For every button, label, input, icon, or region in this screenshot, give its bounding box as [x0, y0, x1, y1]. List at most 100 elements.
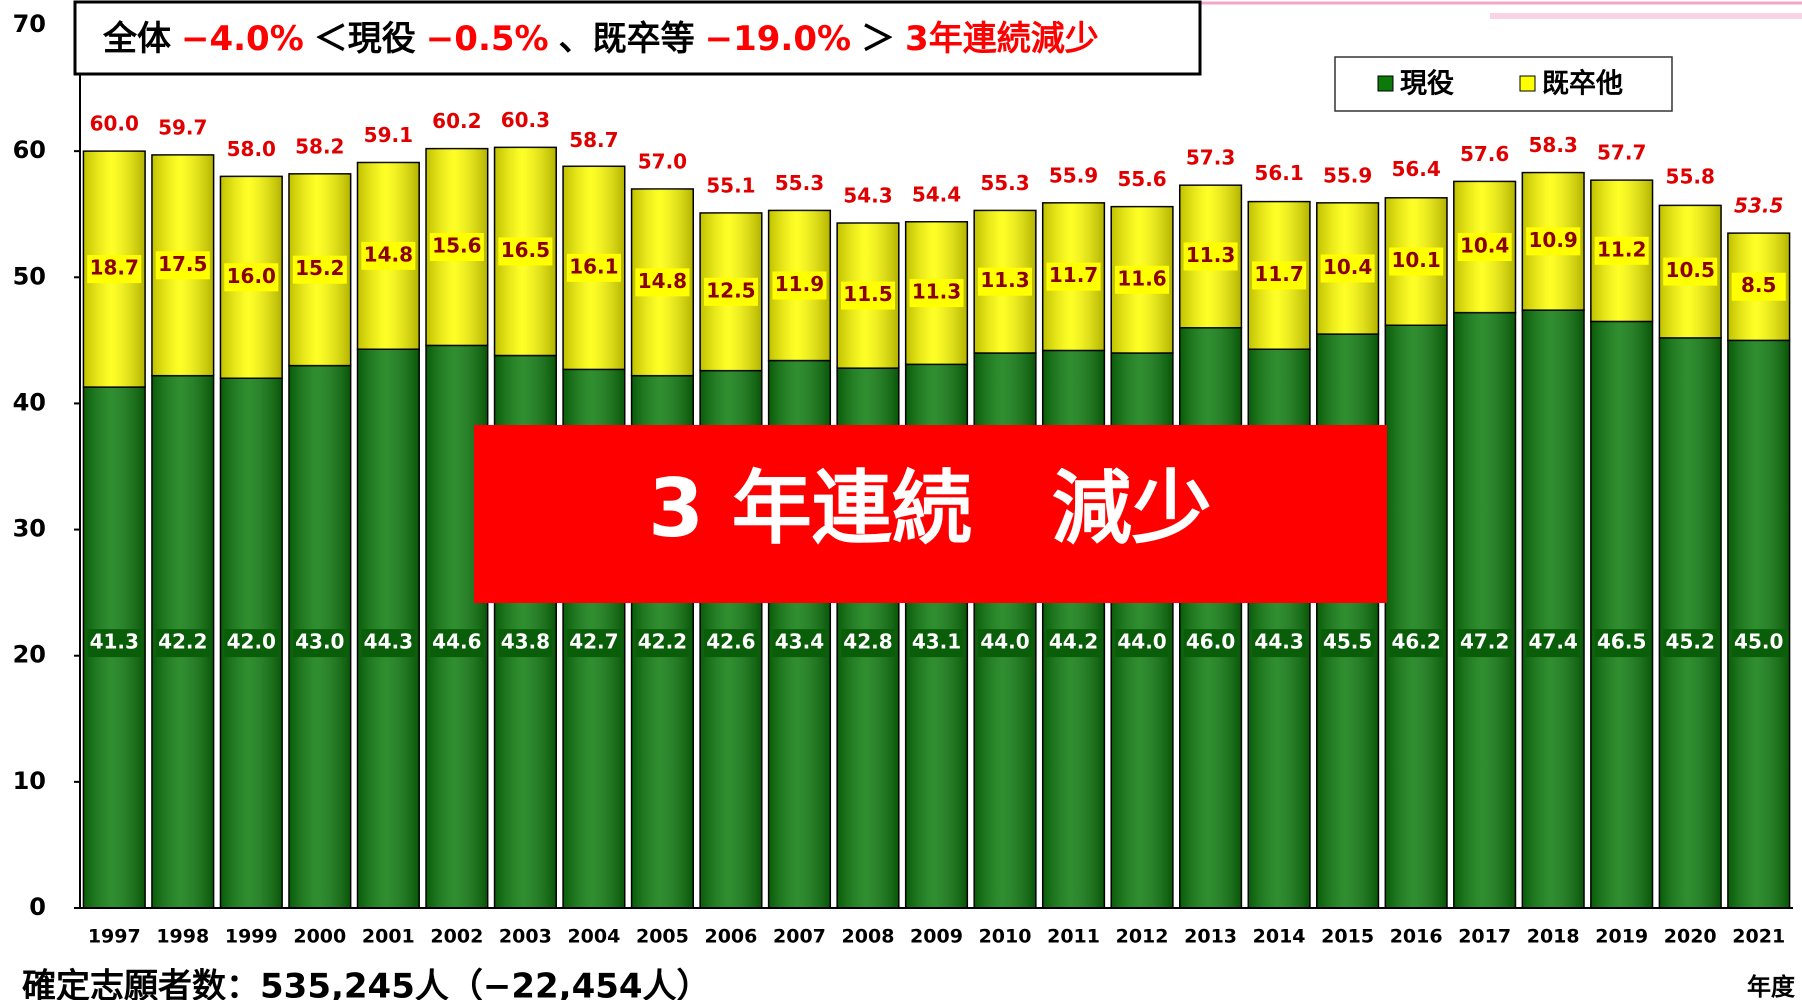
total-label: 57.0 [638, 149, 687, 173]
value-label-box [1663, 629, 1718, 658]
title-segment: ＜現役 [314, 19, 416, 59]
y-tick-label: 70 [13, 10, 46, 38]
footnote: 確定志願者数：535,245人（−22,454人） [22, 967, 711, 1000]
total-label: 57.6 [1460, 142, 1509, 166]
value-label: 45.5 [1323, 630, 1372, 654]
value-label-box [87, 629, 142, 658]
value-label-box [361, 629, 416, 658]
total-label: 53.5 [1734, 194, 1783, 218]
value-label: 44.0 [980, 630, 1029, 654]
value-label: 46.5 [1597, 630, 1646, 654]
value-label-box [1731, 272, 1786, 301]
x-tick-label: 2004 [567, 926, 620, 948]
value-label: 15.2 [295, 256, 344, 280]
title-box [73, 0, 1202, 76]
value-label: 44.3 [1254, 630, 1303, 654]
title-segment: −4.0% [181, 19, 304, 59]
value-label-box [978, 267, 1033, 296]
value-label: 10.9 [1529, 228, 1578, 252]
total-label: 55.9 [1323, 163, 1372, 187]
value-label: 10.4 [1460, 234, 1509, 258]
bar-segment [1384, 324, 1448, 909]
total-label: 57.7 [1597, 141, 1646, 165]
y-tick-label: 40 [13, 388, 46, 416]
total-label: 56.1 [1254, 161, 1303, 185]
total-label: 54.4 [912, 182, 961, 206]
legend-swatch [1377, 75, 1394, 92]
value-label: 11.9 [775, 272, 824, 296]
value-label: 47.2 [1460, 630, 1509, 654]
value-label: 44.2 [1049, 630, 1098, 654]
total-label: 55.1 [706, 173, 755, 197]
value-label: 43.8 [501, 630, 550, 654]
x-tick-label: 2011 [1047, 926, 1100, 948]
x-unit: 年度 [1747, 973, 1796, 1000]
title-segment: 、既卒等 [559, 19, 695, 59]
value-label-box [635, 629, 690, 658]
y-tick-label: 30 [13, 515, 46, 543]
value-label: 11.5 [843, 282, 892, 306]
total-label: 58.2 [295, 134, 344, 158]
value-label: 43.4 [775, 630, 824, 654]
x-tick-label: 2000 [293, 926, 346, 948]
x-tick-label: 1999 [225, 926, 278, 948]
bar-segment [1727, 339, 1791, 909]
value-label-box [1183, 242, 1238, 271]
x-tick-label: 2006 [704, 926, 757, 948]
value-label: 11.7 [1049, 263, 1098, 287]
value-label-box [635, 268, 690, 297]
value-label: 16.5 [501, 238, 550, 262]
value-label: 11.3 [1186, 243, 1235, 267]
value-label-box [1046, 629, 1101, 658]
value-label-box [224, 263, 279, 292]
total-label: 57.3 [1186, 146, 1235, 170]
total-label: 60.0 [90, 112, 139, 136]
title-segment: −19.0% [705, 19, 851, 59]
title-segment: 全体 [102, 19, 171, 59]
total-label: 56.4 [1391, 157, 1440, 181]
value-label: 17.5 [158, 252, 207, 276]
total-label: 55.3 [775, 171, 824, 195]
x-tick-label: 2013 [1184, 926, 1237, 948]
x-tick-label: 2018 [1527, 926, 1580, 948]
x-tick-label: 2002 [430, 926, 483, 948]
value-label: 11.2 [1597, 237, 1646, 261]
bar-segment [1658, 337, 1722, 909]
value-label: 12.5 [706, 278, 755, 302]
total-label: 58.0 [227, 137, 276, 161]
value-label: 43.1 [912, 630, 961, 654]
value-label-box [429, 233, 484, 262]
value-label: 44.6 [432, 630, 481, 654]
value-label-box [1252, 261, 1307, 290]
value-label-box [703, 277, 758, 306]
value-label-box [1663, 257, 1718, 286]
value-label-box [1115, 265, 1170, 294]
value-label-box [840, 281, 895, 310]
value-label: 10.4 [1323, 255, 1372, 279]
value-label-box [87, 255, 142, 284]
value-label-box [1457, 629, 1512, 658]
value-label-box [1594, 236, 1649, 265]
y-tick-label: 20 [13, 641, 46, 669]
chart-title: 全体 −4.0% ＜現役 −0.5% 、既卒等 −19.0% ＞ 3年連続減少 [102, 19, 1099, 59]
value-label: 44.0 [1117, 630, 1166, 654]
value-label-box [1046, 262, 1101, 291]
value-label: 14.8 [638, 269, 687, 293]
title-segment: ＞ [861, 19, 895, 59]
x-tick-label: 2010 [979, 926, 1032, 948]
value-label-box [155, 251, 210, 280]
value-label-box [155, 629, 210, 658]
value-label-box [703, 629, 758, 658]
value-label-box [1457, 233, 1512, 262]
value-label: 42.8 [843, 630, 892, 654]
value-label-box [772, 629, 827, 658]
value-label-box [1115, 629, 1170, 658]
value-label-box [1183, 629, 1238, 658]
value-label-box [292, 629, 347, 658]
value-label: 11.3 [980, 268, 1029, 292]
value-label: 11.6 [1117, 266, 1166, 290]
value-label: 45.2 [1666, 630, 1715, 654]
value-label: 15.6 [432, 234, 481, 258]
value-label: 42.0 [227, 630, 276, 654]
